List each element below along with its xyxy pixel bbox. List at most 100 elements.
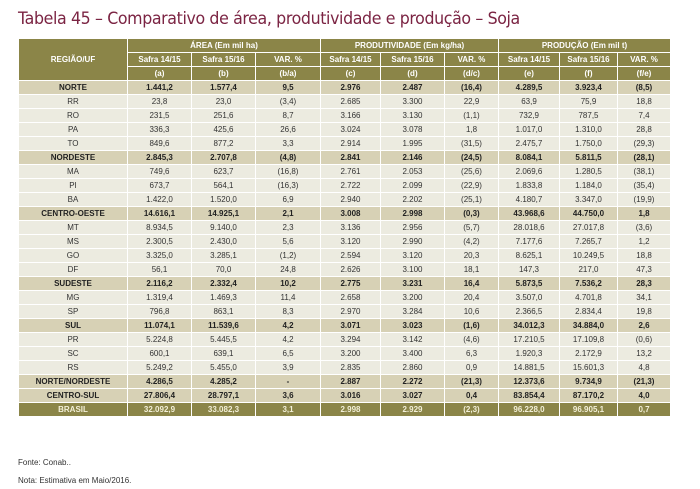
value-cell: 3.294 xyxy=(320,332,381,347)
column-letter: (e) xyxy=(498,66,560,81)
region-cell: GO xyxy=(18,248,128,263)
value-cell: 7,4 xyxy=(617,108,671,123)
value-cell: 11,4 xyxy=(255,290,321,305)
value-cell: 14.616,1 xyxy=(127,206,192,221)
value-cell: 3.023 xyxy=(380,318,445,333)
value-cell: 3.300 xyxy=(380,94,445,109)
header-letter-row: (a) (b) (b/a) (c) (d) (d/c) (e) (f) (f/e) xyxy=(19,66,671,81)
value-cell: 2.998 xyxy=(380,206,445,221)
value-cell: 4.701,8 xyxy=(559,290,618,305)
value-cell: 4,8 xyxy=(617,360,671,375)
value-cell: (4,8) xyxy=(255,150,321,165)
value-cell: 4,0 xyxy=(617,388,671,403)
value-cell: 3.923,4 xyxy=(559,80,618,95)
value-cell: (4,6) xyxy=(444,332,499,347)
value-cell: 3.078 xyxy=(380,122,445,137)
value-cell: 2.761 xyxy=(320,164,381,179)
value-cell: 2,1 xyxy=(255,206,321,221)
column-header: Safra 15/16 xyxy=(559,52,618,67)
value-cell: 3.130 xyxy=(380,108,445,123)
region-cell: MG xyxy=(18,290,128,305)
value-cell: 23,0 xyxy=(191,94,256,109)
value-cell: 2.202 xyxy=(380,192,445,207)
value-cell: 34.012,3 xyxy=(498,318,560,333)
value-cell: (16,4) xyxy=(444,80,499,95)
value-cell: 2.887 xyxy=(320,374,381,389)
value-cell: 1.441,2 xyxy=(127,80,192,95)
value-cell: 17.210,5 xyxy=(498,332,560,347)
value-cell: 4.285,2 xyxy=(191,374,256,389)
value-cell: 8,3 xyxy=(255,304,321,319)
column-header: VAR. % xyxy=(255,52,321,67)
value-cell: 5.445,5 xyxy=(191,332,256,347)
value-cell: 2.658 xyxy=(320,290,381,305)
value-cell: 16,4 xyxy=(444,276,499,291)
column-letter: (f/e) xyxy=(617,66,671,81)
region-cell: SUL xyxy=(18,318,128,333)
column-letter: (b) xyxy=(191,66,256,81)
value-cell: (22,9) xyxy=(444,178,499,193)
value-cell: 4,2 xyxy=(255,318,321,333)
value-cell: 9,5 xyxy=(255,80,321,95)
value-cell: 56,1 xyxy=(127,262,192,277)
value-cell: 13,2 xyxy=(617,346,671,361)
value-cell: 14.881,5 xyxy=(498,360,560,375)
value-cell: (21,3) xyxy=(444,374,499,389)
value-cell: 5.249,2 xyxy=(127,360,192,375)
table-title: Tabela 45 – Comparativo de área, produti… xyxy=(18,9,520,29)
value-cell: 2.332,4 xyxy=(191,276,256,291)
region-cell: MT xyxy=(18,220,128,235)
value-cell: 3,9 xyxy=(255,360,321,375)
column-header: Safra 15/16 xyxy=(191,52,256,67)
group-header: PRODUTIVIDADE (Em kg/ha) xyxy=(320,38,499,53)
value-cell: 0,9 xyxy=(444,360,499,375)
value-cell: 7.536,2 xyxy=(559,276,618,291)
value-cell: 251,6 xyxy=(191,108,256,123)
table-row: SP 796,8 863,1 8,3 2.970 3.284 10,6 2.366,5 2.83… xyxy=(18,304,671,319)
value-cell: 3.285,1 xyxy=(191,248,256,263)
value-cell: (28,1) xyxy=(617,150,671,165)
value-cell: 2.172,9 xyxy=(559,346,618,361)
value-cell: 11.539,6 xyxy=(191,318,256,333)
region-cell: CENTRO-SUL xyxy=(18,388,128,403)
table-row: BA 1.422,0 1.520,0 6,9 2.940 2.202 (25,1) 4.180… xyxy=(18,192,671,207)
column-letter: (d/c) xyxy=(444,66,499,81)
value-cell: (16,3) xyxy=(255,178,321,193)
column-header: Safra 14/15 xyxy=(498,52,560,67)
value-cell: 2.366,5 xyxy=(498,304,560,319)
table-row: GO 3.325,0 3.285,1 (1,2) 2.594 3.120 20,3 8.625… xyxy=(18,248,671,263)
region-cell: NORTE xyxy=(18,80,128,95)
value-cell: (3,6) xyxy=(617,220,671,235)
value-cell: 1.750,0 xyxy=(559,136,618,151)
value-cell: 9.734,9 xyxy=(559,374,618,389)
value-cell: 3.507,0 xyxy=(498,290,560,305)
value-cell: 4.286,5 xyxy=(127,374,192,389)
table-row: BRASIL 32.092,9 33.082,3 3,1 2.998 2.929 (2,3)… xyxy=(18,402,671,417)
value-cell: 9.140,0 xyxy=(191,220,256,235)
value-cell: (29,3) xyxy=(617,136,671,151)
value-cell: 33.082,3 xyxy=(191,402,256,417)
value-cell: 10.249,5 xyxy=(559,248,618,263)
value-cell: (19,9) xyxy=(617,192,671,207)
region-header: REGIÃO/UF xyxy=(18,38,128,81)
column-header: Safra 14/15 xyxy=(320,52,381,67)
value-cell: 877,2 xyxy=(191,136,256,151)
value-cell: 3.120 xyxy=(320,234,381,249)
column-letter: (f) xyxy=(559,66,618,81)
value-cell: 1.280,5 xyxy=(559,164,618,179)
value-cell: 2.845,3 xyxy=(127,150,192,165)
value-cell: (25,1) xyxy=(444,192,499,207)
value-cell: 2.430,0 xyxy=(191,234,256,249)
value-cell: 34,1 xyxy=(617,290,671,305)
region-cell: PA xyxy=(18,122,128,137)
value-cell: 147,3 xyxy=(498,262,560,277)
value-cell: (31,5) xyxy=(444,136,499,151)
table-row: CENTRO-OESTE 14.616,1 14.925,1 2,1 3.008 2.99… xyxy=(18,206,671,221)
value-cell: 3.008 xyxy=(320,206,381,221)
value-cell: 0,7 xyxy=(617,402,671,417)
value-cell: 3.027 xyxy=(380,388,445,403)
value-cell: 43.968,6 xyxy=(498,206,560,221)
value-cell: 5.873,5 xyxy=(498,276,560,291)
value-cell: 5.811,5 xyxy=(559,150,618,165)
value-cell: 2.146 xyxy=(380,150,445,165)
